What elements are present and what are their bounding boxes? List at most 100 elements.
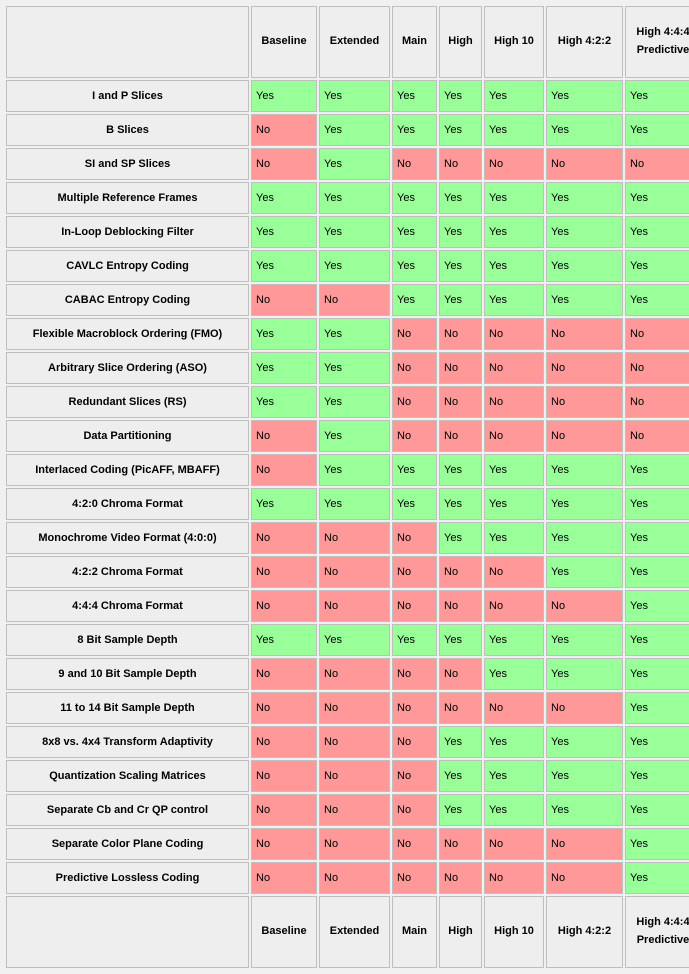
column-header: High 4:2:2 (546, 6, 623, 78)
value-cell: No (546, 590, 623, 622)
value-cell: No (251, 658, 317, 690)
table-body: I and P SlicesYesYesYesYesYesYesYesB Sli… (6, 80, 689, 894)
value-cell: Yes (439, 488, 482, 520)
value-cell: No (392, 726, 437, 758)
value-cell: Yes (484, 80, 544, 112)
value-cell: No (625, 318, 689, 350)
table-row: Redundant Slices (RS)YesYesNoNoNoNoNo (6, 386, 689, 418)
value-cell: Yes (484, 454, 544, 486)
row-label: CABAC Entropy Coding (6, 284, 249, 316)
value-cell: Yes (625, 590, 689, 622)
value-cell: No (319, 522, 390, 554)
value-cell: Yes (439, 182, 482, 214)
table-row: Flexible Macroblock Ordering (FMO)YesYes… (6, 318, 689, 350)
row-label: Flexible Macroblock Ordering (FMO) (6, 318, 249, 350)
value-cell: Yes (439, 760, 482, 792)
column-header: Baseline (251, 896, 317, 968)
value-cell: No (484, 420, 544, 452)
row-label: Quantization Scaling Matrices (6, 760, 249, 792)
value-cell: No (251, 454, 317, 486)
value-cell: No (546, 318, 623, 350)
table-row: SI and SP SlicesNoYesNoNoNoNoNo (6, 148, 689, 180)
table-row: 8x8 vs. 4x4 Transform AdaptivityNoNoNoYe… (6, 726, 689, 758)
column-header: Extended (319, 896, 390, 968)
value-cell: Yes (625, 182, 689, 214)
value-cell: Yes (546, 556, 623, 588)
table-row: B SlicesNoYesYesYesYesYesYes (6, 114, 689, 146)
value-cell: No (319, 590, 390, 622)
value-cell: Yes (546, 760, 623, 792)
value-cell: No (392, 658, 437, 690)
value-cell: No (251, 420, 317, 452)
value-cell: Yes (546, 182, 623, 214)
value-cell: Yes (439, 454, 482, 486)
value-cell: Yes (546, 216, 623, 248)
value-cell: Yes (392, 216, 437, 248)
value-cell: Yes (319, 386, 390, 418)
value-cell: Yes (251, 318, 317, 350)
value-cell: No (319, 692, 390, 724)
value-cell: No (484, 352, 544, 384)
value-cell: No (546, 862, 623, 894)
row-label: 4:2:0 Chroma Format (6, 488, 249, 520)
value-cell: Yes (439, 284, 482, 316)
value-cell: Yes (484, 658, 544, 690)
value-cell: No (546, 692, 623, 724)
value-cell: No (319, 760, 390, 792)
value-cell: Yes (625, 216, 689, 248)
value-cell: No (625, 420, 689, 452)
value-cell: Yes (392, 250, 437, 282)
row-label: B Slices (6, 114, 249, 146)
value-cell: No (484, 692, 544, 724)
value-cell: No (439, 420, 482, 452)
table-row: Interlaced Coding (PicAFF, MBAFF)NoYesYe… (6, 454, 689, 486)
value-cell: Yes (484, 250, 544, 282)
value-cell: Yes (392, 182, 437, 214)
value-cell: Yes (319, 114, 390, 146)
row-label: Separate Cb and Cr QP control (6, 794, 249, 826)
table-row: 11 to 14 Bit Sample DepthNoNoNoNoNoNoYes (6, 692, 689, 724)
value-cell: Yes (546, 284, 623, 316)
value-cell: No (439, 352, 482, 384)
row-label: CAVLC Entropy Coding (6, 250, 249, 282)
value-cell: Yes (319, 148, 390, 180)
value-cell: Yes (546, 454, 623, 486)
value-cell: Yes (546, 726, 623, 758)
value-cell: No (319, 828, 390, 860)
value-cell: Yes (484, 522, 544, 554)
table-row: 4:2:2 Chroma FormatNoNoNoNoNoYesYes (6, 556, 689, 588)
row-label: Redundant Slices (RS) (6, 386, 249, 418)
value-cell: No (484, 556, 544, 588)
row-label: Monochrome Video Format (4:0:0) (6, 522, 249, 554)
value-cell: No (319, 658, 390, 690)
value-cell: No (439, 658, 482, 690)
value-cell: Yes (251, 250, 317, 282)
value-cell: Yes (546, 658, 623, 690)
value-cell: Yes (625, 250, 689, 282)
value-cell: Yes (319, 352, 390, 384)
row-label: 8 Bit Sample Depth (6, 624, 249, 656)
value-cell: No (392, 318, 437, 350)
value-cell: No (319, 794, 390, 826)
value-cell: Yes (625, 454, 689, 486)
value-cell: No (251, 556, 317, 588)
table-row: Quantization Scaling MatricesNoNoNoYesYe… (6, 760, 689, 792)
value-cell: Yes (439, 794, 482, 826)
value-cell: Yes (392, 454, 437, 486)
value-cell: No (439, 828, 482, 860)
value-cell: Yes (439, 80, 482, 112)
value-cell: Yes (546, 794, 623, 826)
value-cell: Yes (484, 726, 544, 758)
row-label: In-Loop Deblocking Filter (6, 216, 249, 248)
value-cell: No (439, 318, 482, 350)
value-cell: No (392, 590, 437, 622)
column-header: Baseline (251, 6, 317, 78)
value-cell: Yes (439, 624, 482, 656)
value-cell: Yes (319, 80, 390, 112)
value-cell: No (392, 522, 437, 554)
value-cell: No (625, 148, 689, 180)
column-header: High 4:4:4 Predictive (625, 6, 689, 78)
row-label: Data Partitioning (6, 420, 249, 452)
column-header: High 10 (484, 6, 544, 78)
table-row: 4:4:4 Chroma FormatNoNoNoNoNoNoYes (6, 590, 689, 622)
